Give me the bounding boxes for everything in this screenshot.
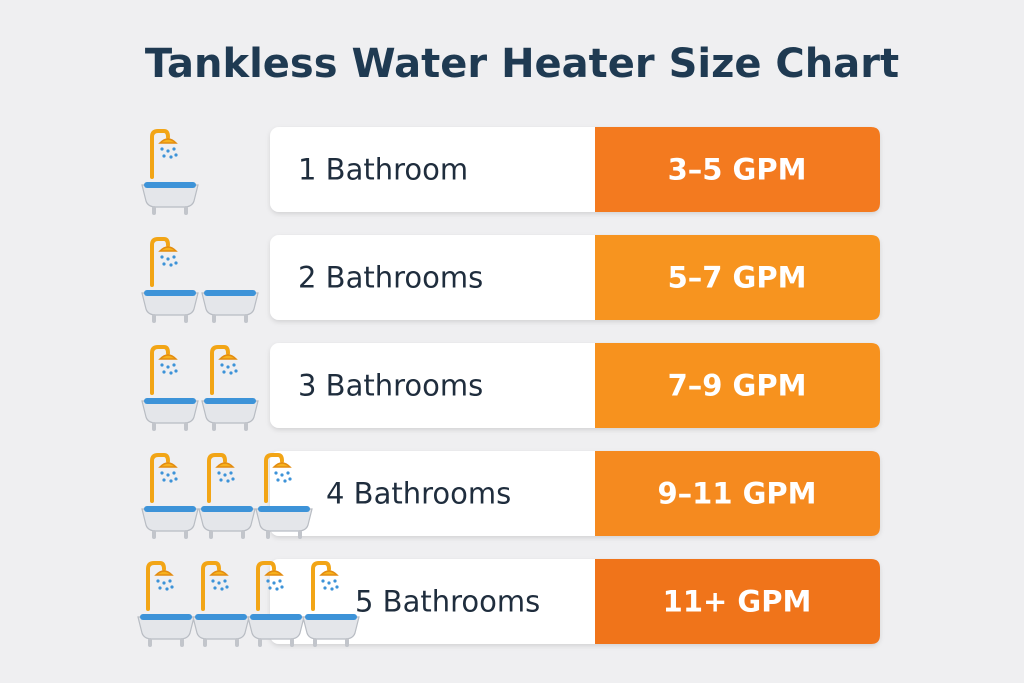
shower bbox=[207, 453, 237, 503]
shower bbox=[146, 561, 176, 611]
shower bbox=[150, 129, 180, 179]
value-cell bbox=[595, 559, 880, 644]
row-label: 3 Bathrooms bbox=[298, 369, 483, 403]
row: 3 Bathrooms 7–9 GPM bbox=[141, 343, 880, 432]
shower bbox=[201, 561, 231, 611]
bathtub-icon bbox=[141, 129, 199, 216]
shower bbox=[150, 453, 180, 503]
tub bbox=[141, 181, 199, 216]
tub bbox=[141, 289, 199, 324]
value-cell bbox=[595, 127, 880, 212]
row-label: 2 Bathrooms bbox=[298, 261, 483, 295]
tub bbox=[141, 505, 199, 540]
shower bbox=[150, 345, 180, 395]
tub bbox=[198, 505, 256, 540]
tub bbox=[137, 613, 195, 648]
row: 5 Bathrooms 11+ GPM bbox=[137, 559, 880, 648]
row-value: 3–5 GPM bbox=[668, 153, 807, 187]
rows: 1 Bathroom 3–5 GPM 2 Bathrooms 5–7 GPM 3 Bat… bbox=[137, 127, 880, 648]
tub bbox=[201, 289, 259, 324]
bathtub-icon bbox=[141, 345, 259, 432]
row-value: 7–9 GPM bbox=[668, 369, 807, 403]
value-cell bbox=[595, 343, 880, 428]
title: Tankless Water Heater Size Chart bbox=[145, 41, 899, 87]
value-cell bbox=[595, 235, 880, 320]
row-label: 5 Bathrooms bbox=[355, 585, 540, 619]
bathtub-icon bbox=[141, 237, 259, 324]
row-value: 9–11 GPM bbox=[657, 477, 816, 511]
row-value: 11+ GPM bbox=[663, 585, 812, 619]
row-label: 1 Bathroom bbox=[298, 153, 468, 187]
row: 4 Bathrooms 9–11 GPM bbox=[141, 451, 880, 540]
shower bbox=[210, 345, 240, 395]
row-value: 5–7 GPM bbox=[668, 261, 807, 295]
row: 1 Bathroom 3–5 GPM bbox=[141, 127, 880, 216]
tub bbox=[192, 613, 250, 648]
row-label: 4 Bathrooms bbox=[326, 477, 511, 511]
value-cell bbox=[595, 451, 880, 536]
tub bbox=[141, 397, 199, 432]
tub bbox=[201, 397, 259, 432]
row: 2 Bathrooms 5–7 GPM bbox=[141, 235, 880, 324]
shower bbox=[150, 237, 180, 287]
